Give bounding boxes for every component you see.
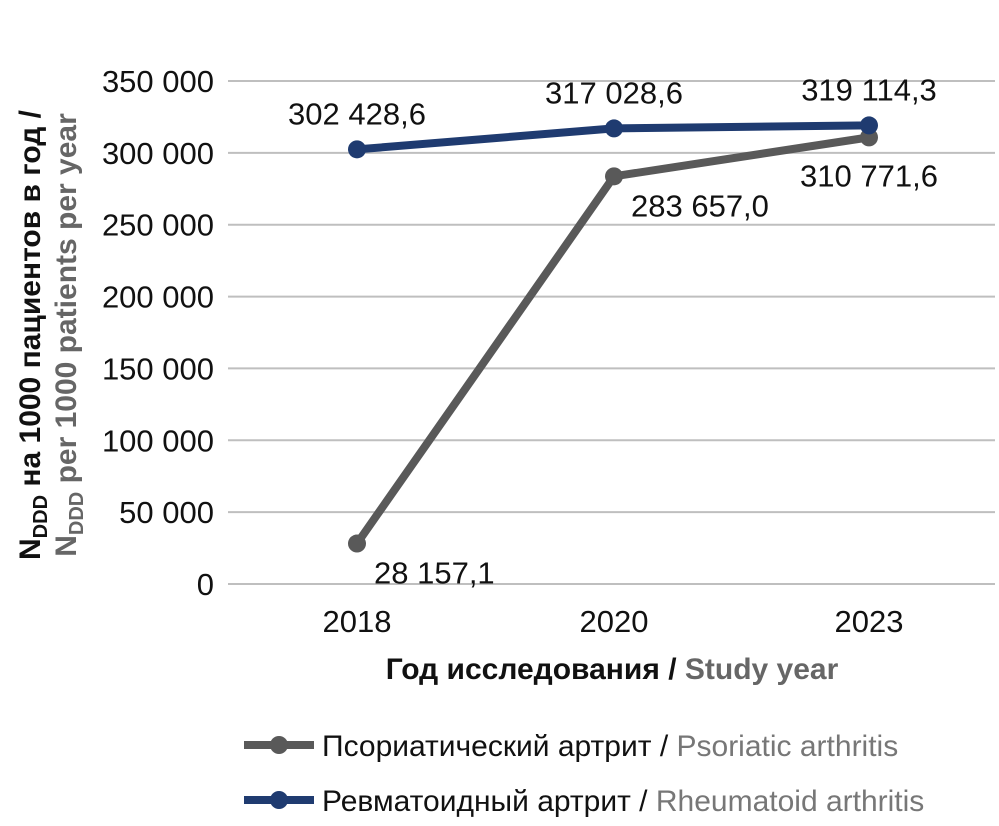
svg-text:Псориатический артрит / Psoria: Псориатический артрит / Psoriatic arthri… [322, 730, 898, 763]
data-label-psoriatic-2023: 310 771,6 [800, 158, 938, 193]
y-axis-title: NDDD на 1000 пациентов в год / NDDD per … [14, 109, 88, 560]
grid-layer [228, 80, 995, 585]
data-point-rheumatoid-2020 [605, 119, 623, 138]
y-tick-label-5: 250 000 [102, 208, 214, 243]
y-axis-title-line2: NDDD per 1000 patients per year [50, 113, 88, 557]
data-point-psoriatic-2018 [348, 534, 366, 553]
legend-label-rheumatoid-ru: Ревматоидный артрит [322, 785, 631, 818]
y-tick-label-0: 0 [197, 567, 214, 602]
x-tick-label-2023: 2023 [835, 604, 904, 639]
data-labels: 28 157,1 283 657,0 310 771,6 302 428,6 317 0… [288, 72, 938, 590]
x-tick-label-2018: 2018 [323, 604, 392, 639]
legend-label-psoriatic-en: Psoriatic arthritis [677, 730, 899, 763]
x-tick-label-2020: 2020 [580, 604, 649, 639]
legend-marker-psoriatic [270, 736, 288, 754]
legend-label-psoriatic-ru: Псориатический артрит [322, 730, 652, 763]
data-label-psoriatic-2018: 28 157,1 [374, 556, 495, 591]
svg-text:Ревматоидный артрит / Rheumato: Ревматоидный артрит / Rheumatoid arthrit… [322, 785, 924, 818]
legend-item-psoriatic: Псориатический артрит / Psoriatic arthri… [244, 730, 898, 763]
x-axis-title: Год исследования / Study year [386, 653, 839, 686]
y-tick-label-1: 50 000 [119, 495, 214, 530]
x-tick-labels: 2018 2020 2023 [323, 604, 904, 639]
y-tick-labels: 0 50 000 100 000 150 000 200 000 250 000 300 0… [102, 64, 214, 602]
y-tick-label-3: 150 000 [102, 351, 214, 386]
y-tick-label-7: 350 000 [102, 64, 214, 99]
data-label-rheumatoid-2020: 317 028,6 [545, 75, 683, 110]
data-point-psoriatic-2020 [605, 167, 623, 186]
y-tick-label-2: 100 000 [102, 423, 214, 458]
legend: Псориатический артрит / Psoriatic arthri… [244, 730, 924, 818]
series-layer [348, 116, 878, 553]
legend-marker-rheumatoid [270, 791, 288, 809]
legend-label-rheumatoid-en: Rheumatoid arthritis [656, 785, 924, 818]
y-tick-label-4: 200 000 [102, 280, 214, 315]
y-axis-title-line1: NDDD на 1000 пациентов в год / [14, 109, 52, 560]
series-line-psoriatic [353, 133, 873, 548]
data-point-rheumatoid-2018 [348, 140, 366, 159]
y-tick-label-6: 300 000 [102, 136, 214, 171]
data-label-rheumatoid-2023: 319 114,3 [801, 72, 937, 107]
data-label-rheumatoid-2018: 302 428,6 [288, 96, 426, 131]
legend-item-rheumatoid: Ревматоидный артрит / Rheumatoid arthrit… [244, 785, 924, 818]
data-point-rheumatoid-2023 [860, 116, 878, 135]
data-label-psoriatic-2020: 283 657,0 [631, 188, 769, 223]
